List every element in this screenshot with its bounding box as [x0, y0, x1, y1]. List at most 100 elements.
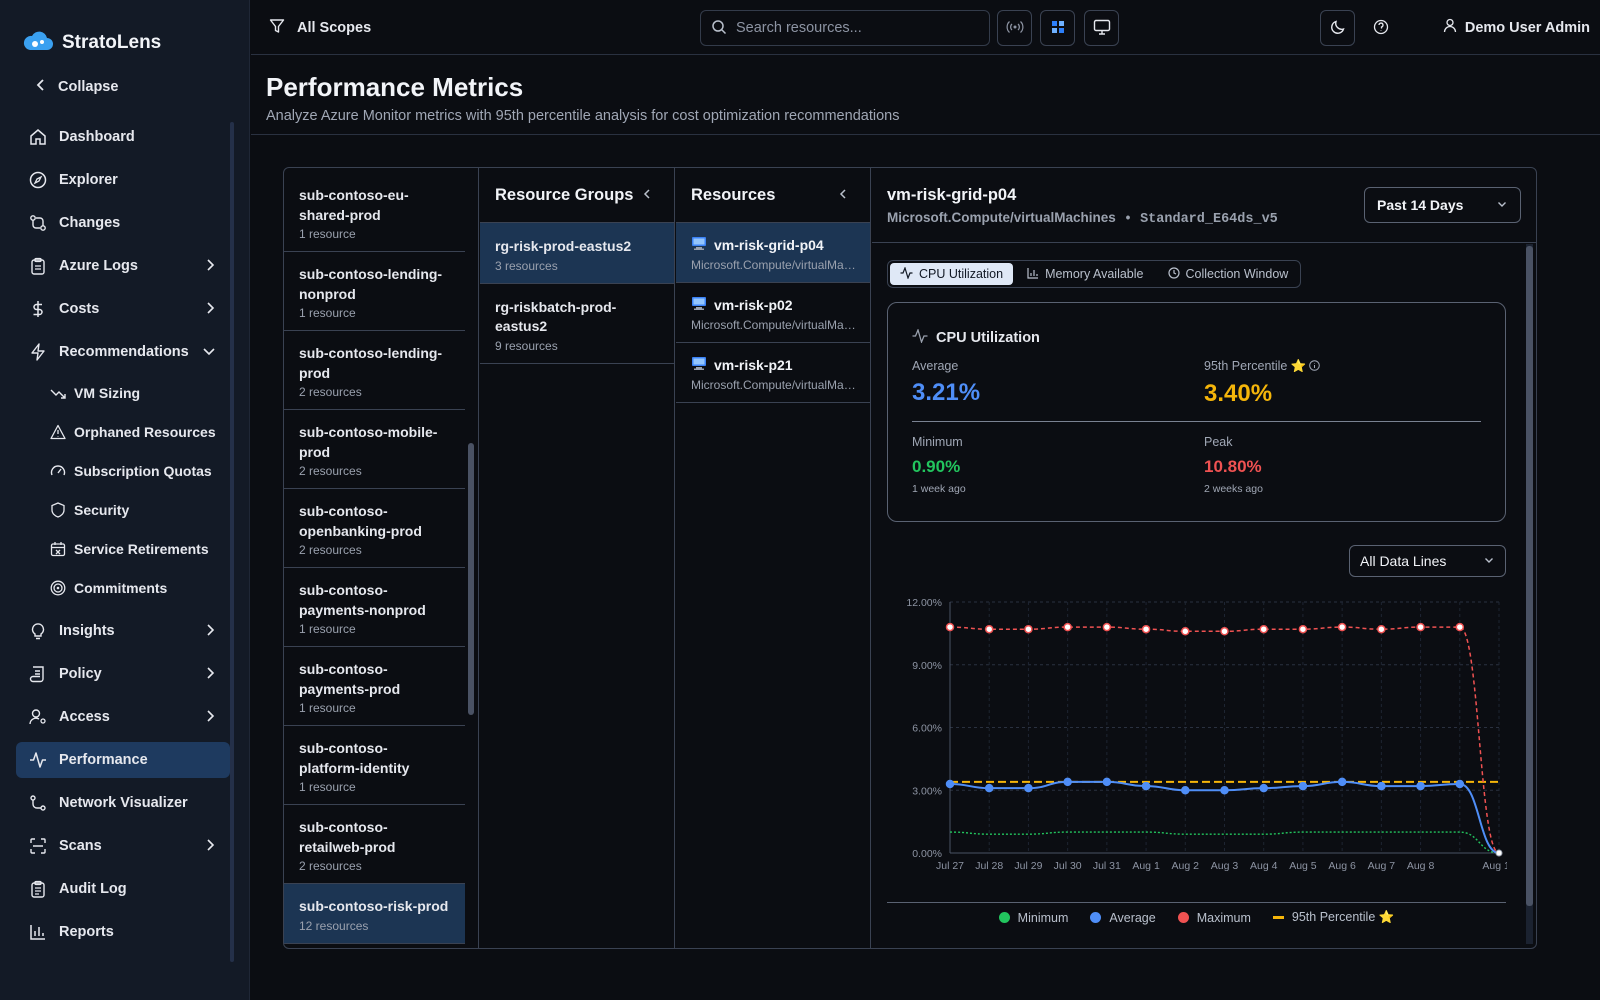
sidebar-item-audit-log[interactable]: Audit Log — [16, 871, 230, 907]
sidebar-scrollbar[interactable] — [230, 122, 234, 962]
subscription-item[interactable]: sub-contoso-payments-nonprod 1 resource — [284, 568, 465, 647]
time-range-select[interactable]: Past 14 Days — [1364, 187, 1521, 223]
tab-cpu-utilization[interactable]: CPU Utilization — [890, 263, 1014, 285]
subscription-item[interactable]: sub-contoso-risk-prod 12 resources — [284, 884, 465, 944]
subscription-item[interactable]: sub-contoso-payments-prod 1 resource — [284, 647, 465, 726]
average-data-point[interactable] — [1259, 783, 1268, 793]
average-data-point[interactable] — [1455, 779, 1465, 789]
resource-item[interactable]: vm-risk-p02 Microsoft.Compute/virtualMach… — [676, 283, 870, 343]
average-data-point[interactable] — [1337, 777, 1347, 787]
resource-group-item[interactable]: rg-riskbatch-prod-eastus2 9 resources — [480, 284, 674, 364]
average-data-point[interactable] — [984, 783, 994, 793]
average-data-point[interactable] — [1298, 781, 1308, 791]
subscription-scrollbar[interactable] — [468, 443, 474, 715]
metric-tabs: CPU Utilization Memory Available Collect… — [887, 260, 1302, 288]
subscription-item[interactable]: sub-contoso-lending-prod 2 resources — [284, 331, 465, 410]
info-icon[interactable] — [1309, 359, 1321, 374]
tab-collection-window[interactable]: Collection Window — [1158, 263, 1299, 285]
resource-group-name: eastus2 — [495, 318, 548, 334]
search-box[interactable] — [700, 10, 990, 46]
sidebar-subitem-service-retirements[interactable]: Service Retirements — [16, 533, 230, 565]
sidebar-item-scans[interactable]: Scans — [16, 828, 230, 864]
legend-item-average[interactable]: Average — [1090, 910, 1156, 925]
average-data-point[interactable] — [1102, 777, 1112, 787]
maximum-data-point[interactable] — [1220, 627, 1229, 636]
maximum-data-point[interactable] — [1102, 622, 1112, 632]
maximum-data-point[interactable] — [1337, 622, 1347, 632]
maximum-data-point[interactable] — [1377, 624, 1386, 634]
sidebar-item-reports[interactable]: Reports — [16, 914, 230, 950]
maximum-data-point[interactable] — [1259, 624, 1268, 634]
end-data-point[interactable] — [1495, 849, 1503, 857]
sidebar-subitem-security[interactable]: Security — [16, 494, 230, 526]
sidebar-subitem-vm-sizing[interactable]: VM Sizing — [16, 377, 230, 409]
resource-item[interactable]: vm-risk-p21 Microsoft.Compute/virtualMach… — [676, 343, 870, 403]
search-input[interactable] — [736, 20, 976, 36]
resource-item[interactable]: vm-risk-grid-p04 Microsoft.Compute/virtua… — [676, 223, 870, 283]
user-menu[interactable]: Demo User Admin — [1443, 18, 1590, 37]
sidebar-item-changes[interactable]: Changes — [16, 205, 230, 241]
average-data-point[interactable] — [1416, 781, 1425, 791]
azure-button[interactable] — [1040, 10, 1075, 46]
maximum-data-point[interactable] — [1141, 624, 1151, 634]
average-data-point[interactable] — [945, 779, 955, 789]
sidebar-item-performance[interactable]: Performance — [16, 742, 230, 778]
sidebar-item-recommendations[interactable]: Recommendations — [16, 334, 230, 370]
subscription-item[interactable]: sub-contoso-retailweb-prod 2 resources — [284, 805, 465, 884]
maximum-data-point[interactable] — [1416, 622, 1425, 632]
sidebar-item-insights[interactable]: Insights — [16, 613, 230, 649]
sidebar-item-access[interactable]: Access — [16, 699, 230, 735]
resource-group-item[interactable]: rg-risk-prod-eastus2 3 resources — [480, 223, 674, 284]
collapse-button[interactable]: Collapse — [34, 78, 118, 96]
maximum-data-point[interactable] — [1063, 622, 1072, 632]
sidebar-item-explorer[interactable]: Explorer — [16, 162, 230, 198]
sidebar-item-azure-logs[interactable]: Azure Logs — [16, 248, 230, 284]
average-data-point[interactable] — [1220, 786, 1229, 795]
average-data-point[interactable] — [1377, 781, 1386, 791]
scope-selector[interactable]: All Scopes — [269, 18, 371, 38]
maximum-data-point[interactable] — [1298, 624, 1308, 634]
maximum-data-point[interactable] — [945, 622, 955, 632]
theme-toggle-button[interactable] — [1320, 10, 1355, 46]
maximum-data-point[interactable] — [1024, 624, 1033, 634]
legend-item-maximum[interactable]: Maximum — [1177, 910, 1251, 925]
data-lines-select[interactable]: All Data Lines — [1349, 545, 1506, 577]
average-data-point[interactable] — [1024, 783, 1033, 793]
resource-detail: vm-risk-grid-p04 Microsoft.Compute/virtu… — [872, 168, 1536, 948]
sidebar-item-dashboard[interactable]: Dashboard — [16, 119, 230, 155]
legend-item-minimum[interactable]: Minimum — [998, 910, 1068, 925]
subscription-item[interactable]: sub-contoso-lending-nonprod 1 resource — [284, 252, 465, 331]
detail-scrollbar[interactable] — [1526, 244, 1533, 944]
collapse-resources-icon[interactable] — [838, 186, 848, 205]
stats-title-label: CPU Utilization — [936, 330, 1040, 346]
sidebar-item-network-visualizer[interactable]: Network Visualizer — [16, 785, 230, 821]
average-data-point[interactable] — [1141, 781, 1151, 791]
subscription-count: 2 resources — [299, 464, 362, 478]
subscription-item[interactable]: sub-contoso-mobile-prod 2 resources — [284, 410, 465, 489]
brand[interactable]: StratoLens — [22, 28, 161, 57]
subscription-item[interactable]: sub-contoso-platform-identity 1 resource — [284, 726, 465, 805]
sidebar-item-policy[interactable]: Policy — [16, 656, 230, 692]
average-data-point[interactable] — [1181, 786, 1190, 795]
compass-icon — [28, 170, 48, 190]
subscription-item[interactable]: sub-contoso-eu-shared-prod 1 resource — [284, 173, 465, 252]
scrollbar-thumb[interactable] — [1526, 246, 1533, 906]
collapse-rg-icon[interactable] — [642, 186, 652, 205]
subscription-item[interactable]: sub-contoso-openbanking-prod 2 resources — [284, 489, 465, 568]
subscription-name: nonprod — [299, 285, 356, 302]
sidebar-item-costs[interactable]: Costs — [16, 291, 230, 327]
sidebar-subitem-orphaned-resources[interactable]: Orphaned Resources — [16, 416, 230, 448]
tab-memory-available[interactable]: Memory Available — [1017, 263, 1153, 285]
cpu-stats-card: CPU Utilization Average 3.21% 95th Perce… — [887, 302, 1506, 522]
maximum-data-point[interactable] — [984, 624, 994, 634]
brand-name: StratoLens — [62, 31, 162, 53]
average-data-point[interactable] — [1063, 777, 1072, 787]
help-icon[interactable] — [1373, 19, 1389, 38]
maximum-data-point[interactable] — [1455, 622, 1465, 632]
sidebar-subitem-commitments[interactable]: Commitments — [16, 572, 230, 604]
monitor-button[interactable] — [1084, 10, 1119, 46]
legend-item-p95[interactable]: 95th Percentile ⭐ — [1272, 910, 1394, 925]
maximum-data-point[interactable] — [1181, 627, 1190, 636]
broadcast-button[interactable] — [997, 10, 1032, 46]
sidebar-subitem-subscription-quotas[interactable]: Subscription Quotas — [16, 455, 230, 487]
